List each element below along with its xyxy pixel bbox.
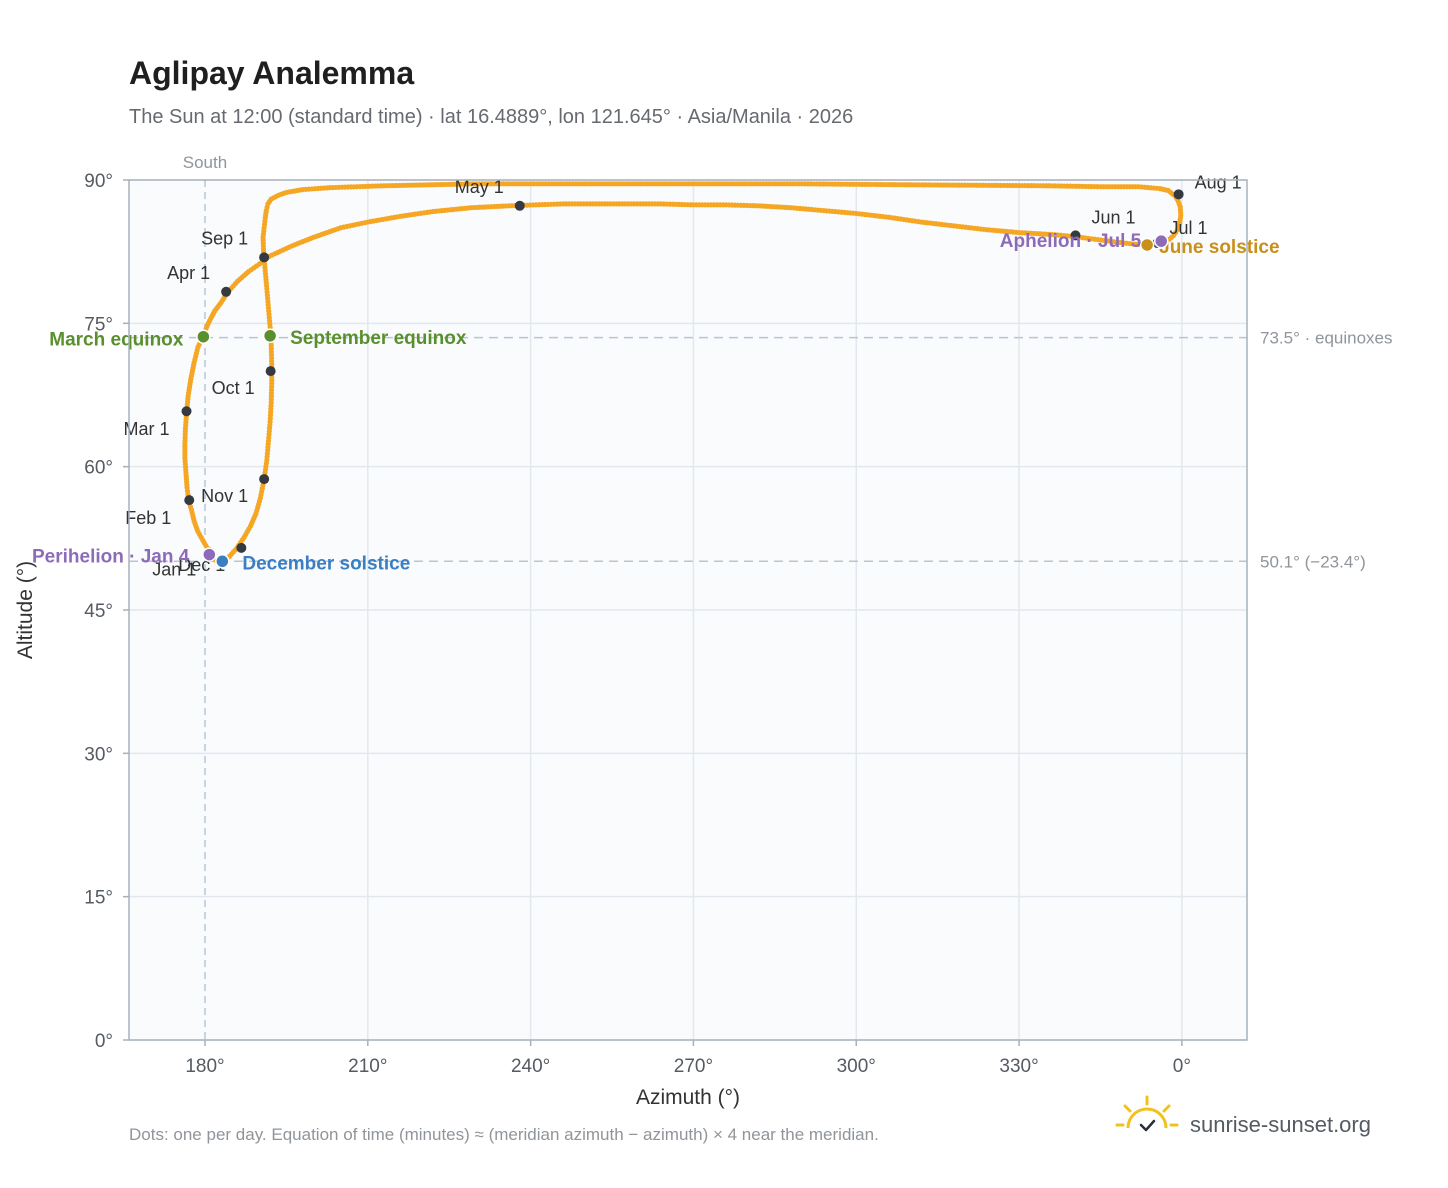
month-label: Jan 1: [152, 560, 196, 580]
chart-title: Aglipay Analemma: [129, 55, 414, 91]
month-label: Feb 1: [125, 508, 171, 528]
event-label: June solstice: [1159, 237, 1279, 258]
event-marker: [1139, 237, 1155, 253]
ticks: 180° 210° 240° 270° 300° 330° 0° 0° 15° 30° 45° 60°…: [84, 171, 1191, 1077]
event-marker: [1154, 233, 1169, 249]
reference-line-label: 50.1° (−23.4°): [1260, 552, 1366, 571]
month-marker: [1173, 189, 1184, 200]
month-label: May 1: [455, 177, 504, 197]
sun-icon: [1115, 1095, 1179, 1132]
y-tick-label: 15°: [84, 888, 113, 909]
event-marker: [196, 329, 211, 344]
event-label: March equinox: [49, 330, 184, 351]
month-marker: [221, 286, 232, 297]
month-marker: [514, 200, 525, 211]
event-marker: [215, 554, 230, 569]
markers: Jan 1 Feb 1 Mar 1 Apr 1 May 1 Jun 1 Jul 1 Aug 1…: [32, 172, 1280, 579]
x-tick-label: 0°: [1173, 1056, 1191, 1077]
chart-subtitle: The Sun at 12:00 (standard time) · lat 1…: [129, 106, 853, 128]
event-marker: [202, 547, 217, 562]
footnote: Dots: one per day. Equation of time (min…: [129, 1125, 879, 1144]
month-label: Jun 1: [1092, 207, 1136, 227]
x-tick-label: 210°: [348, 1056, 387, 1077]
brand-logo: sunrise-sunset.org: [1115, 1095, 1371, 1137]
month-marker: [236, 542, 247, 553]
y-tick-label: 0°: [95, 1031, 113, 1052]
month-label: Sep 1: [201, 228, 248, 248]
reference-lines: South 73.5° · equinoxes 50.1° (−23.4°): [129, 153, 1393, 1040]
reference-line-label: 73.5° · equinoxes: [1260, 329, 1393, 348]
south-label: South: [183, 153, 227, 172]
month-marker: [181, 406, 192, 417]
y-tick-label: 90°: [84, 171, 113, 192]
event-label: December solstice: [242, 553, 410, 574]
x-tick-label: 180°: [185, 1056, 224, 1077]
event-marker: [262, 328, 278, 344]
month-label: Mar 1: [124, 419, 170, 439]
y-tick-label: 75°: [84, 314, 113, 335]
month-marker: [184, 495, 195, 506]
x-tick-label: 240°: [511, 1056, 550, 1077]
grid: [129, 179, 1247, 1041]
month-marker: [265, 366, 276, 377]
y-tick-label: 30°: [84, 744, 113, 765]
event-label: Perihelion · Jan 4: [32, 547, 190, 568]
x-axis-label: Azimuth (°): [636, 1086, 740, 1109]
x-tick-label: 270°: [674, 1056, 713, 1077]
month-label: Aug 1: [1195, 172, 1242, 192]
event-label: Aphelion · Jul 5: [1000, 231, 1142, 252]
brand-name: sunrise-sunset.org: [1190, 1112, 1371, 1137]
x-tick-label: 330°: [999, 1056, 1038, 1077]
month-marker: [259, 252, 270, 263]
month-marker: [259, 474, 270, 485]
event-label: September equinox: [290, 328, 467, 349]
y-axis-label: Altitude (°): [14, 561, 37, 659]
month-label: Jul 1: [1169, 218, 1207, 238]
month-label: Nov 1: [201, 486, 248, 506]
x-tick-label: 300°: [837, 1056, 876, 1077]
y-tick-label: 45°: [84, 601, 113, 622]
month-label: Apr 1: [167, 263, 210, 283]
month-label: Oct 1: [212, 378, 255, 398]
month-marker: [1070, 230, 1081, 241]
y-tick-label: 60°: [84, 458, 113, 479]
